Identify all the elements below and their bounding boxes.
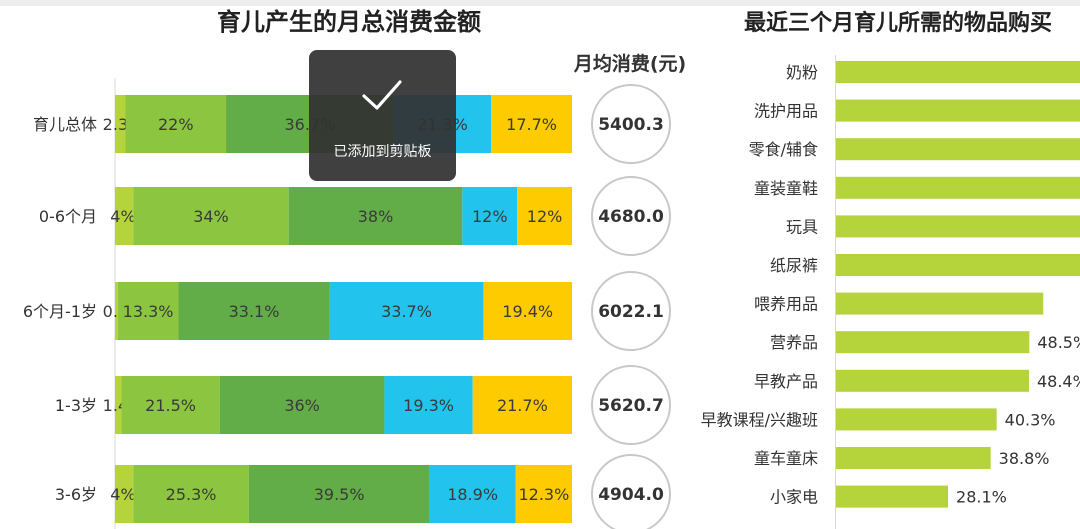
bar-segment (121, 376, 220, 434)
item-bar (836, 485, 949, 508)
bar-segment (219, 376, 385, 434)
bar-segment (429, 465, 516, 523)
item-label: 早教产品 (754, 372, 818, 391)
avg-value-label: 6022.1 (598, 302, 664, 322)
bar-segment (115, 282, 118, 340)
category-label: 3-6岁 (55, 485, 97, 504)
item-label: 童车童床 (754, 449, 818, 468)
avg-value-label: 4904.0 (598, 485, 664, 505)
bar-segment (117, 282, 179, 340)
segment-value-label: 36% (284, 396, 320, 415)
bar-segment (248, 465, 430, 523)
category-label: 0-6个月 (39, 207, 97, 226)
bar-segment (384, 376, 473, 434)
segment-value-label: 4% (110, 207, 135, 226)
clipboard-toast: 已添加到剪贴板 (309, 50, 456, 181)
segment-value-label: 4% (110, 485, 135, 504)
item-value-label: 48.5% (1037, 333, 1080, 352)
avg-value-circle (591, 365, 671, 445)
segment-value-label: 34% (193, 207, 229, 226)
bar-segment (115, 465, 134, 523)
bar-segment (462, 187, 518, 245)
segment-value-label: 19.3% (403, 396, 454, 415)
item-label: 奶粉 (786, 63, 818, 82)
item-value-label: 28.1% (956, 488, 1007, 507)
segment-value-label: 38% (358, 207, 394, 226)
category-label: 1-3岁 (55, 396, 97, 415)
item-label: 零食/辅食 (749, 140, 818, 159)
right-chart-title: 最近三个月育儿所需的物品购买 (744, 10, 1052, 36)
item-value-label: 48.4% (1037, 372, 1080, 391)
bar-segment (178, 282, 330, 340)
item-label: 纸尿裤 (770, 256, 818, 275)
item-bar (836, 331, 1030, 354)
toast-text: 已添加到剪贴板 (333, 144, 432, 160)
item-bar (836, 447, 991, 469)
segment-value-label: 12% (527, 207, 563, 226)
avg-value-circle (591, 176, 671, 256)
bar-segment (288, 187, 463, 245)
segment-value-label: 18.9% (447, 485, 498, 504)
bar-segment (115, 376, 122, 434)
item-bar (836, 138, 1080, 161)
avg-value-label: 5620.7 (598, 396, 664, 416)
bar-segment (125, 95, 227, 153)
segment-value-label: 12.3% (518, 485, 569, 504)
top-strip (0, 0, 1080, 6)
segment-value-label: 33.7% (381, 302, 432, 321)
item-value-label: 40.3% (1005, 410, 1056, 429)
item-bar (836, 292, 1044, 315)
segment-value-label: 12% (472, 207, 508, 226)
segment-value-label: 22% (158, 115, 194, 134)
bar-segment (491, 95, 572, 153)
item-label: 早教课程/兴趣班 (701, 410, 818, 429)
bar-segment (472, 376, 572, 434)
avg-title: 月均消费(元) (573, 52, 686, 75)
avg-value-circle (591, 271, 671, 351)
left-chart-title: 育儿产生的月总消费金额 (217, 8, 481, 36)
item-label: 洗护用品 (754, 102, 818, 121)
segment-value-label: 33.1% (229, 302, 280, 321)
category-label: 6个月-1岁 (23, 302, 97, 321)
bar-segment (115, 95, 126, 153)
item-label: 玩具 (786, 217, 818, 236)
segment-value-label: 21.5% (145, 396, 196, 415)
item-label: 童装童鞋 (754, 179, 818, 198)
segment-value-label: 17.7% (506, 115, 557, 134)
segment-value-label: 25.3% (166, 485, 217, 504)
avg-value-circle (591, 84, 671, 164)
avg-value-circle (591, 454, 671, 529)
bar-segment (515, 465, 572, 523)
item-bar (836, 369, 1029, 392)
item-bar (836, 61, 1080, 83)
item-label: 喂养用品 (754, 295, 818, 314)
item-bar (836, 215, 1080, 238)
avg-value-label: 4680.0 (598, 207, 664, 227)
item-value-label: 38.8% (999, 449, 1050, 468)
item-bar (836, 99, 1080, 122)
segment-value-label: 13.3% (123, 302, 174, 321)
item-bar (836, 408, 997, 431)
avg-value-label: 5400.3 (598, 115, 664, 135)
item-label: 小家电 (770, 488, 818, 507)
bar-segment (483, 282, 572, 340)
segment-value-label: 39.5% (314, 485, 365, 504)
check-icon (362, 80, 402, 110)
bar-segment (329, 282, 484, 340)
item-label: 营养品 (770, 333, 818, 352)
bar-segment (115, 187, 134, 245)
bar-segment (133, 465, 249, 523)
segment-value-label: 21.7% (497, 396, 548, 415)
category-label: 育儿总体 (33, 115, 97, 134)
bar-segment (517, 187, 572, 245)
item-bar (836, 176, 1080, 199)
bar-segment (133, 187, 289, 245)
segment-value-label: 19.4% (502, 302, 553, 321)
item-bar (836, 254, 1080, 276)
